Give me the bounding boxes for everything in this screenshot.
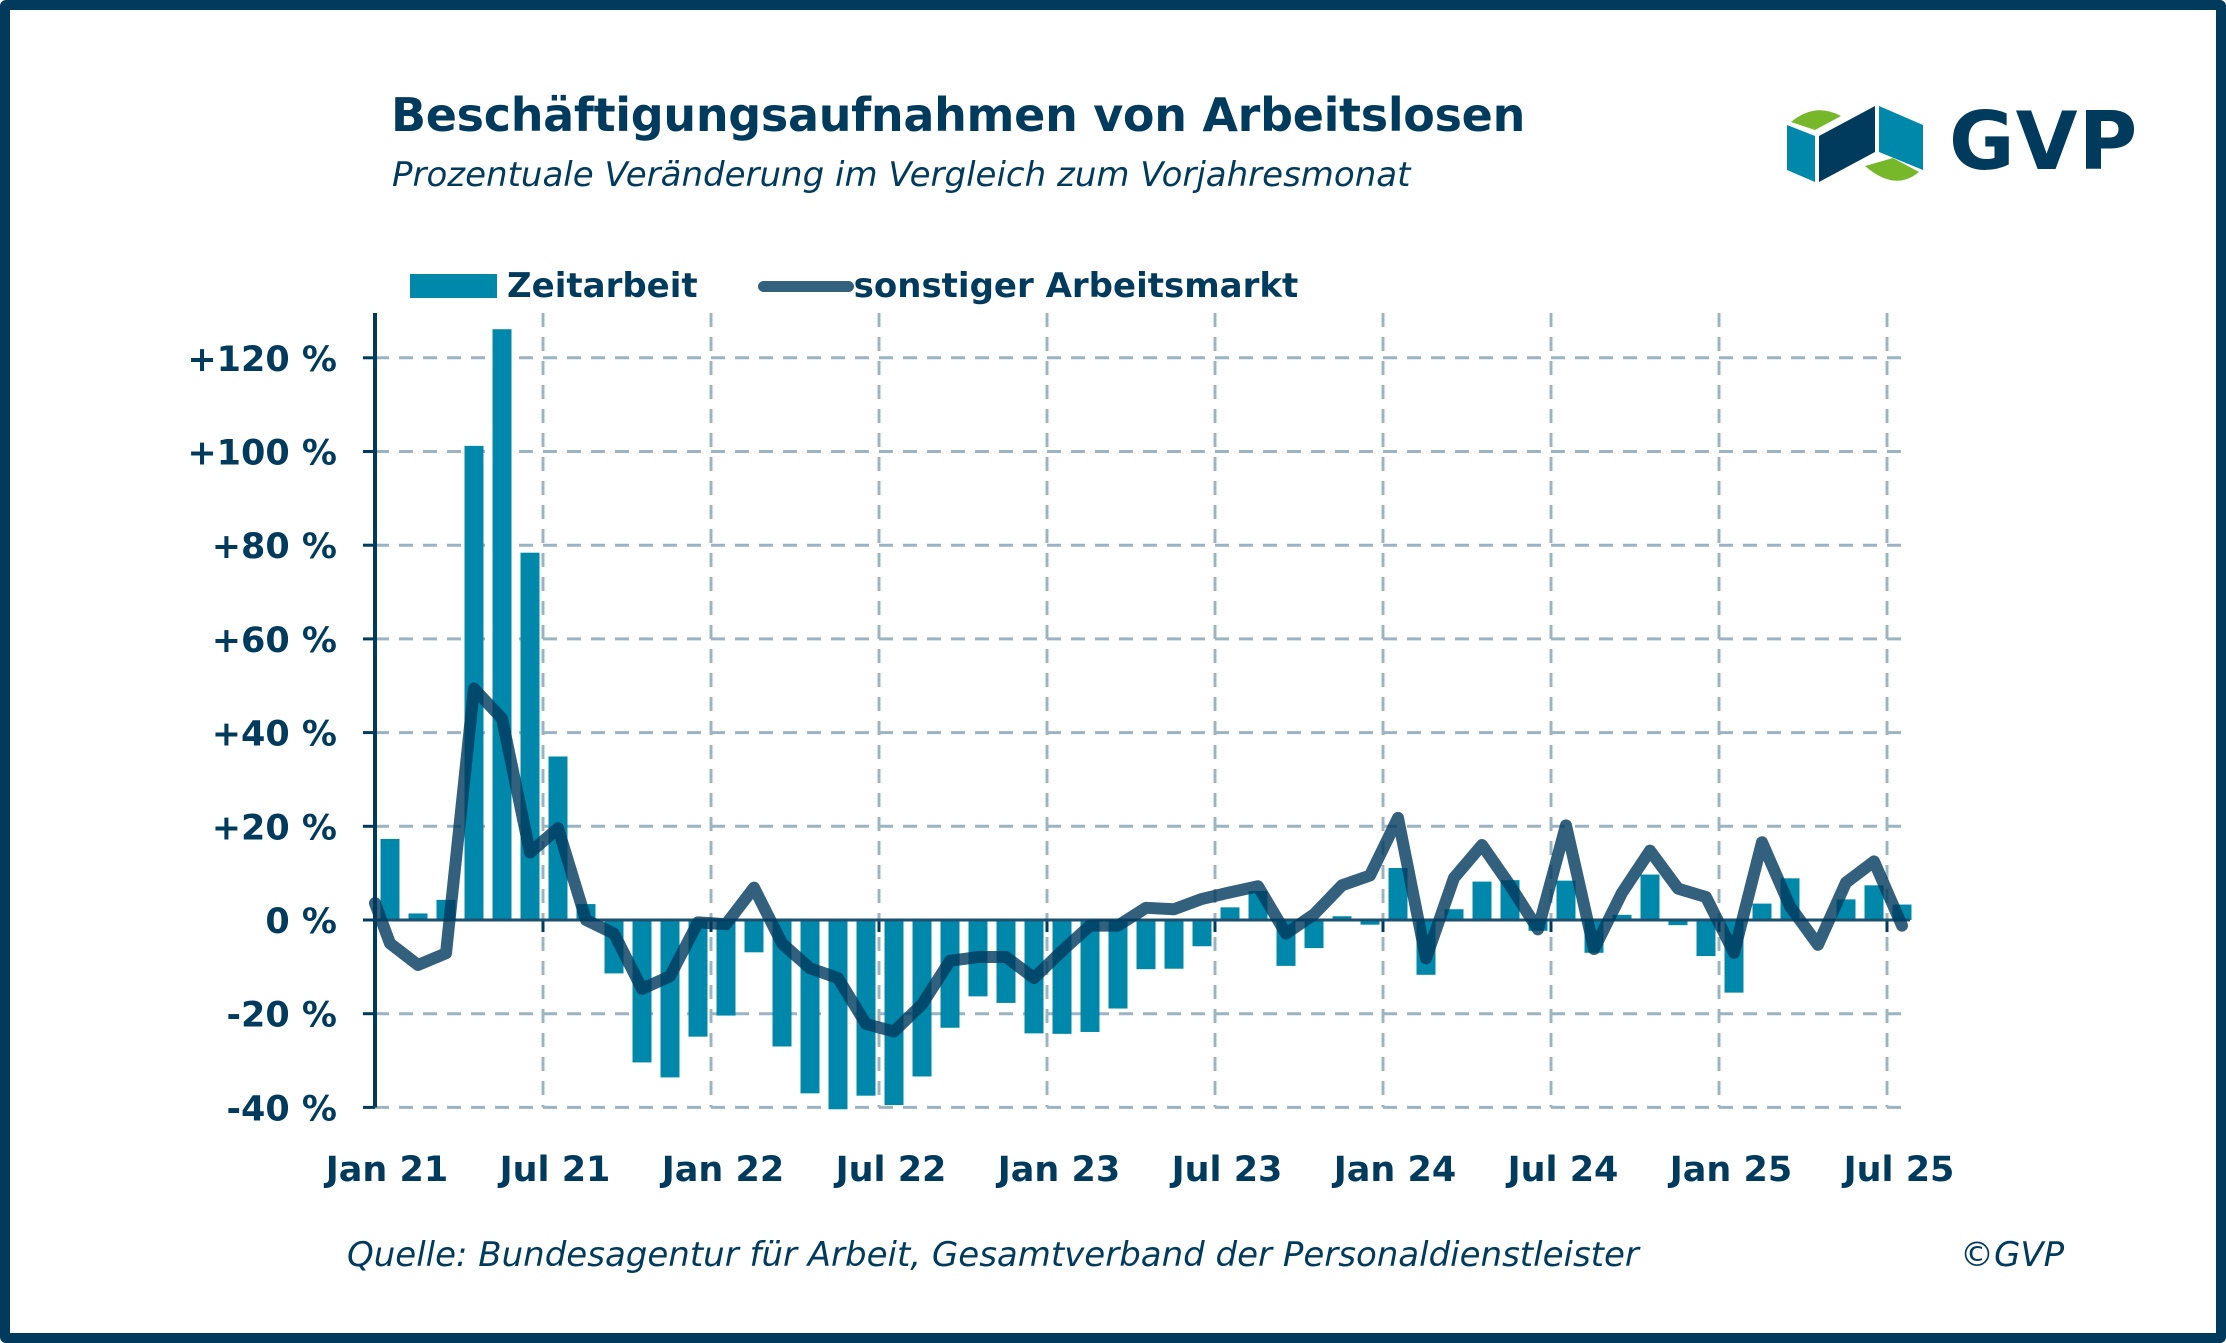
x-tick-label: Jul 22 (834, 1150, 947, 1190)
bar (688, 920, 708, 1037)
x-tick-label: Jul 24 (1506, 1150, 1619, 1190)
bar (1108, 920, 1128, 1009)
legend-item-sonstiger-arbeitsmarkt: sonstiger Arbeitsmarkt (698, 266, 1299, 306)
x-tick-label: Jan 24 (1332, 1150, 1456, 1190)
bar (1556, 880, 1576, 920)
bar (1640, 874, 1660, 920)
bar (1164, 920, 1184, 969)
gvp-logo-icon (1787, 106, 1923, 182)
x-tick-label: Jan 25 (1668, 1150, 1792, 1190)
chart-subtitle: Prozentuale Veränderung im Vergleich zum… (392, 155, 1411, 195)
bar (408, 913, 428, 920)
y-tick-label: +20 % (212, 808, 337, 848)
logo-green-leaf-top (1791, 110, 1841, 130)
x-tick-label: Jan 21 (324, 1150, 448, 1190)
bar (1612, 914, 1632, 920)
bar (1304, 920, 1324, 949)
x-tick-labels: Jan 21 Jul 21 Jan 22 Jul 22 Jan 23 Jul 23 Jan … (324, 1150, 1955, 1190)
gvp-logo: GVP (1785, 100, 2138, 184)
bar (800, 920, 820, 1094)
bar (660, 920, 680, 1078)
chart-title: Beschäftigungsaufnahmen von Arbeitslosen (391, 88, 1526, 142)
bar (1444, 909, 1464, 920)
logo-right-face (1879, 106, 1923, 170)
bar (1388, 867, 1408, 920)
bar (380, 838, 400, 920)
x-tick-label: Jul 25 (1842, 1150, 1955, 1190)
bar (1360, 920, 1380, 925)
bar (1752, 903, 1772, 920)
bar (940, 920, 960, 1028)
y-tick-label: +60 % (212, 621, 337, 661)
source-note: Quelle: Bundesagentur für Arbeit, Gesamt… (347, 1235, 1639, 1275)
x-tick-label: Jul 21 (498, 1150, 611, 1190)
x-tick-label: Jan 22 (660, 1150, 784, 1190)
y-tick-label: -40 % (227, 1089, 338, 1129)
legend: Zeitarbeit sonstiger Arbeitsmarkt (410, 262, 1298, 310)
legend-label-sonstiger-arbeitsmarkt: sonstiger Arbeitsmarkt (853, 266, 1299, 306)
bar (856, 920, 876, 1096)
legend-item-zeitarbeit: Zeitarbeit (410, 266, 698, 306)
y-tick-labels: -40 % -20 % 0 % +20 % +40 % +60 % +80 % +100 % +… (187, 340, 337, 1130)
bar (1696, 920, 1716, 957)
bar (1668, 920, 1688, 926)
logo-left-face (1787, 125, 1815, 182)
bar (744, 920, 764, 953)
y-tick-label: 0 % (265, 902, 337, 942)
y-tick-label: +100 % (187, 434, 337, 474)
y-tick-label: +40 % (212, 715, 337, 755)
line-series-sonstiger-arbeitsmarkt (369, 682, 1908, 1038)
x-tick-label: Jul 23 (1170, 1150, 1283, 1190)
axes (363, 313, 1910, 1109)
bar-series-zeitarbeit (380, 329, 1912, 1110)
bar (492, 329, 512, 920)
copyright: ©GVP (1960, 1235, 2065, 1275)
bar (1192, 920, 1212, 947)
x-tick-label: Jan 23 (996, 1150, 1120, 1190)
line-path (369, 682, 1908, 1038)
logo-text: GVP (1949, 95, 2139, 188)
bar (716, 920, 736, 1016)
bar (1864, 885, 1884, 920)
y-tick-label: +120 % (187, 340, 337, 380)
logo-center-band (1819, 106, 1875, 182)
bar (884, 920, 904, 1106)
y-tick-label: +80 % (212, 527, 337, 567)
bar (1472, 881, 1492, 920)
bar (1220, 907, 1240, 920)
bar (828, 920, 848, 1110)
bar (1080, 920, 1100, 1032)
bar (520, 552, 540, 920)
y-tick-label: -20 % (227, 996, 338, 1036)
grid (375, 313, 1910, 1109)
bar (1136, 920, 1156, 970)
legend-swatch-bar (410, 274, 497, 298)
bar (1332, 916, 1352, 920)
logo-green-leaf-bottom (1865, 158, 1919, 181)
legend-label-zeitarbeit: Zeitarbeit (507, 266, 698, 306)
legend-swatch-line (757, 280, 854, 292)
